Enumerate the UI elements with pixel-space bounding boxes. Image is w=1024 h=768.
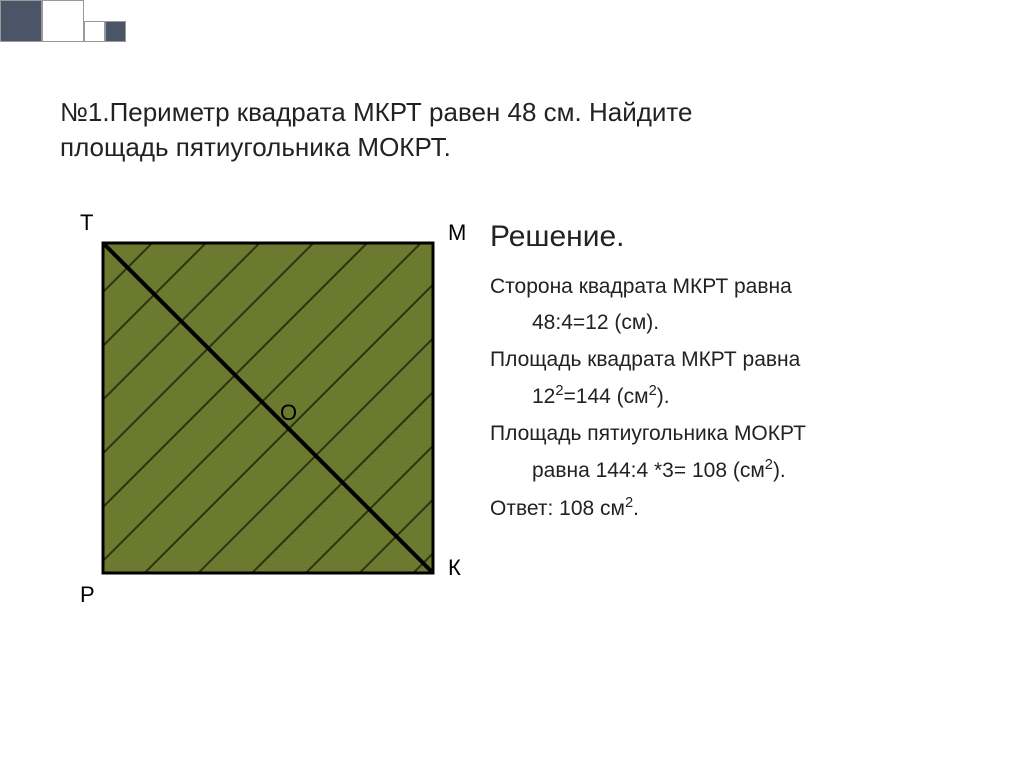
answer-pre: Ответ: 108 см bbox=[490, 497, 625, 520]
deco-square-4 bbox=[105, 21, 126, 42]
answer-sup: 2 bbox=[625, 495, 633, 511]
geometry-diagram: Т М К Р О bbox=[80, 210, 460, 630]
answer-end: . bbox=[633, 497, 639, 520]
solution-block: Решение. Сторона квадрата МКРТ равна 48:… bbox=[490, 220, 970, 530]
step2-sup1: 2 bbox=[555, 383, 563, 399]
solution-heading: Решение. bbox=[490, 220, 970, 254]
solution-step1-a: Сторона квадрата МКРТ равна bbox=[490, 272, 970, 302]
step3-end: ). bbox=[773, 459, 786, 482]
problem-title: №1.Периметр квадрата МКРТ равен 48 см. Н… bbox=[60, 95, 964, 165]
square-figure bbox=[100, 240, 440, 580]
solution-answer: Ответ: 108 см2. bbox=[490, 493, 970, 524]
step2-pre: 12 bbox=[532, 385, 555, 408]
deco-square-3 bbox=[84, 21, 105, 42]
step2-sup2: 2 bbox=[649, 383, 657, 399]
step3-pre: равна 144:4 *3= 108 (см bbox=[532, 459, 765, 482]
vertex-label-r: Р bbox=[80, 582, 95, 608]
solution-step3-a: Площадь пятиугольника МОКРТ bbox=[490, 419, 970, 449]
vertex-label-t: Т bbox=[80, 210, 93, 236]
step2-post: =144 (см bbox=[564, 385, 649, 408]
title-line-2: площадь пятиугольника МОКРТ. bbox=[60, 130, 964, 165]
solution-step3-b: равна 144:4 *3= 108 (см2). bbox=[490, 455, 970, 486]
deco-square-1 bbox=[0, 0, 42, 42]
deco-square-2 bbox=[42, 0, 84, 42]
step3-sup: 2 bbox=[765, 457, 773, 473]
title-line-1: №1.Периметр квадрата МКРТ равен 48 см. Н… bbox=[60, 95, 964, 130]
vertex-label-k: К bbox=[448, 555, 461, 581]
solution-step2-b: 122=144 (см2). bbox=[490, 381, 970, 412]
step2-end: ). bbox=[657, 385, 670, 408]
solution-step1-b: 48:4=12 (см). bbox=[490, 308, 970, 338]
vertex-label-m: М bbox=[448, 220, 466, 246]
solution-step2-a: Площадь квадрата МКРТ равна bbox=[490, 345, 970, 375]
vertex-label-o: О bbox=[280, 400, 297, 426]
